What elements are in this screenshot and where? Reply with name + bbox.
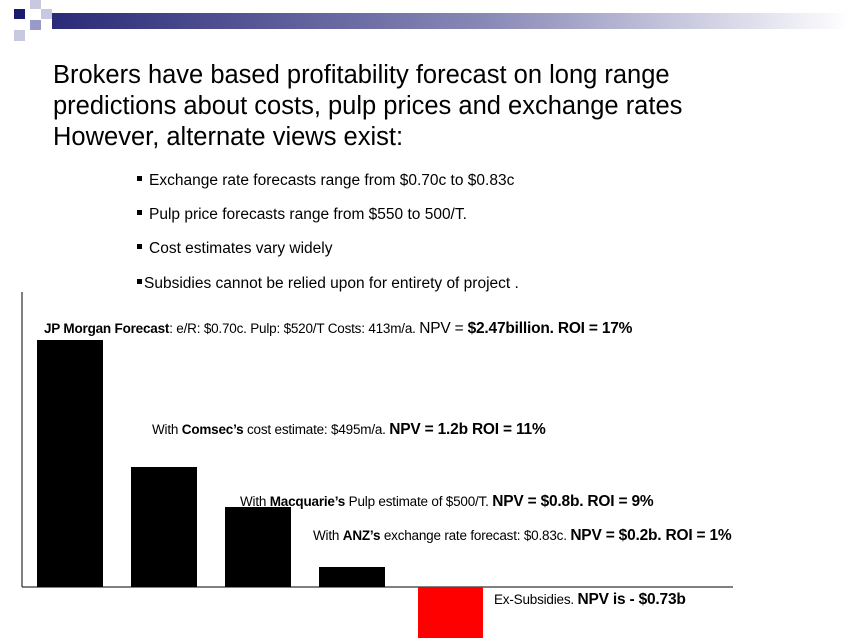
bar-annotation-3: With ANZ’s exchange rate forecast: $0.83…	[313, 527, 732, 545]
bar-4	[418, 587, 483, 638]
annotation-npv-roi: NPV = 1.2b ROI = 11%	[389, 421, 546, 438]
annotation-npv-roi: NPV = $0.8b. ROI = 9%	[492, 493, 654, 510]
bullet-icon	[137, 279, 142, 285]
bullet-item: Subsidies cannot be relied upon for enti…	[137, 274, 519, 294]
annotation-npv-roi: NPV is - $0.73b	[577, 591, 686, 608]
bullet-item: Cost estimates vary widely	[137, 239, 332, 259]
slide-title: Brokers have based profitability forecas…	[53, 60, 843, 153]
bullet-item: Exchange rate forecasts range from $0.70…	[137, 171, 514, 191]
bar-annotation-2: With Macquarie’s Pulp estimate of $500/T…	[240, 493, 654, 511]
annotation-broker-name: ANZ’s	[342, 528, 381, 543]
annotation-lead: With	[313, 528, 343, 543]
annotation-text: : e/R: $0.70c. Pulp: $520/T Costs: 413m/…	[169, 321, 420, 336]
annotation-text: cost estimate: $495m/a.	[243, 422, 390, 437]
bullet-icon	[137, 176, 142, 182]
bar-annotation-1: With Comsec’s cost estimate: $495m/a. NP…	[152, 421, 546, 439]
title-line: Brokers have based profitability forecas…	[53, 61, 670, 89]
bar-2	[225, 507, 291, 587]
bar-0	[37, 340, 103, 587]
annotation-text: Pulp estimate of $500/T.	[345, 494, 493, 509]
annotation-npv-roi: $2.47billion. ROI = 17%	[467, 320, 633, 337]
annotation-npv-roi: NPV = $0.2b. ROI = 1%	[570, 527, 732, 544]
bullet-icon	[137, 210, 142, 216]
annotation-lead: With	[240, 494, 270, 509]
annotation-text: exchange rate forecast: $0.83c.	[380, 528, 571, 543]
title-line: predictions about costs, pulp prices and…	[53, 92, 683, 120]
bar-annotation-0: JP Morgan Forecast: e/R: $0.70c. Pulp: $…	[44, 320, 632, 338]
bar-annotation-4: Ex-Subsidies. NPV is - $0.73b	[494, 591, 686, 609]
annotation-lead: With	[152, 422, 182, 437]
slide-header-decoration	[14, 0, 850, 41]
annotation-broker-name: Macquarie’s	[269, 494, 346, 509]
title-line: However, alternate views exist:	[53, 123, 404, 151]
bar-1	[131, 467, 197, 587]
bullet-icon	[137, 244, 142, 250]
bullet-item: Pulp price forecasts range from $550 to …	[137, 205, 467, 225]
annotation-npv-prefix: NPV =	[419, 320, 468, 337]
bar-3	[319, 567, 385, 587]
annotation-text: Ex-Subsidies.	[494, 592, 578, 607]
annotation-broker-name: JP Morgan Forecast	[44, 321, 170, 336]
annotation-broker-name: Comsec’s	[181, 422, 244, 437]
